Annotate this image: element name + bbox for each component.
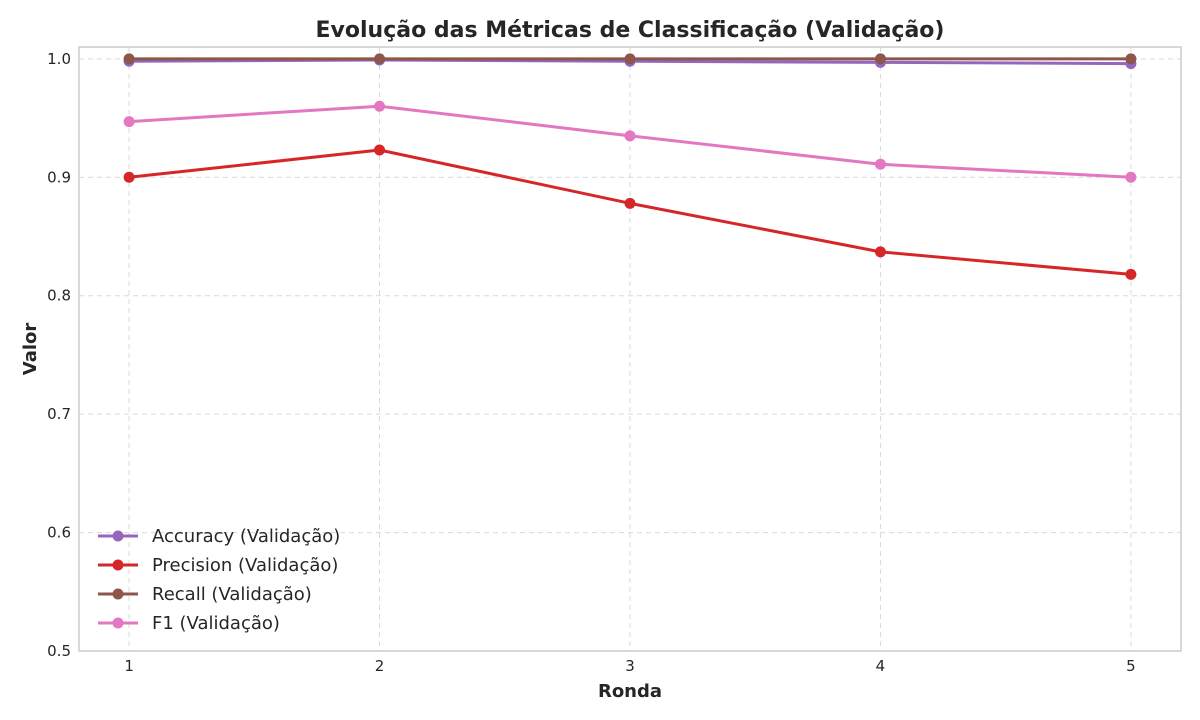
y-axis-ticks: 0.5 0.6 0.7 0.8 0.9 1.0 bbox=[47, 50, 71, 660]
series-recall bbox=[123, 53, 1137, 65]
plot-frame bbox=[78, 46, 1182, 652]
data-point bbox=[874, 53, 886, 65]
legend-marker bbox=[112, 617, 124, 629]
data-point bbox=[874, 246, 886, 258]
legend-item: Accuracy (Validação) bbox=[98, 526, 340, 547]
series-layer bbox=[123, 53, 1137, 280]
y-tick-label: 0.8 bbox=[47, 287, 71, 305]
data-point bbox=[123, 171, 135, 183]
data-point bbox=[874, 158, 886, 170]
legend-label: F1 (Validação) bbox=[152, 613, 280, 634]
data-point bbox=[624, 130, 636, 142]
series-precision bbox=[123, 144, 1137, 280]
x-tick-label: 5 bbox=[1126, 657, 1136, 675]
legend-label: Precision (Validação) bbox=[152, 555, 338, 576]
legend-marker bbox=[112, 588, 124, 600]
legend-marker bbox=[112, 559, 124, 571]
data-point bbox=[624, 53, 636, 65]
data-point bbox=[624, 197, 636, 209]
legend-item: Recall (Validação) bbox=[98, 584, 312, 605]
legend: Accuracy (Validação) Precision (Validação… bbox=[98, 526, 340, 634]
data-point bbox=[123, 116, 135, 128]
y-tick-label: 0.5 bbox=[47, 642, 71, 660]
legend-item: F1 (Validação) bbox=[98, 613, 280, 634]
x-tick-label: 1 bbox=[124, 657, 134, 675]
data-point bbox=[374, 144, 386, 156]
legend-marker bbox=[112, 530, 124, 542]
y-axis-label: Valor bbox=[20, 323, 41, 376]
legend-label: Accuracy (Validação) bbox=[152, 526, 340, 547]
y-tick-label: 0.7 bbox=[47, 405, 71, 423]
chart-title: Evolução das Métricas de Classificação (… bbox=[316, 18, 945, 43]
y-tick-label: 0.6 bbox=[47, 524, 71, 542]
series-f1 bbox=[123, 100, 1137, 183]
data-point bbox=[1125, 171, 1137, 183]
data-point bbox=[123, 53, 135, 65]
y-tick-label: 0.9 bbox=[47, 168, 71, 186]
data-point bbox=[1125, 53, 1137, 65]
x-axis-label: Ronda bbox=[598, 681, 662, 702]
x-axis-ticks: 1 2 3 4 5 bbox=[124, 657, 1135, 675]
x-tick-label: 4 bbox=[876, 657, 886, 675]
data-point bbox=[374, 53, 386, 65]
data-point bbox=[1125, 268, 1137, 280]
y-tick-label: 1.0 bbox=[47, 50, 71, 68]
data-point bbox=[374, 100, 386, 112]
x-tick-label: 2 bbox=[375, 657, 385, 675]
x-tick-label: 3 bbox=[625, 657, 635, 675]
legend-item: Precision (Validação) bbox=[98, 555, 338, 576]
legend-label: Recall (Validação) bbox=[152, 584, 312, 605]
